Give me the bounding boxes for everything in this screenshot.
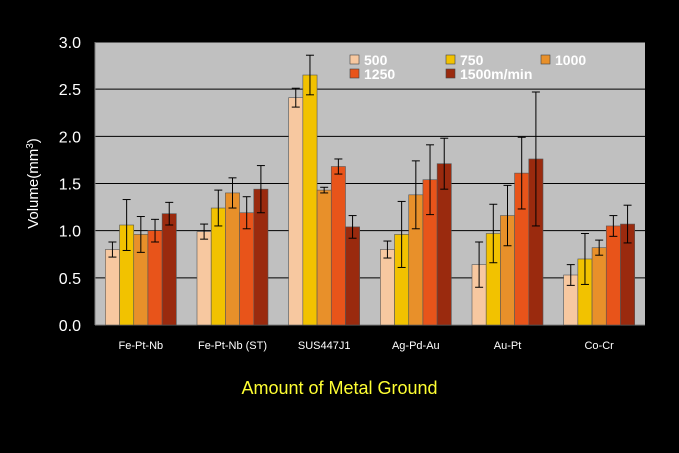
bar [302, 74, 318, 326]
legend-swatch [445, 54, 456, 65]
y-axis-title: Volume(mm3) [25, 138, 43, 229]
x-tick-label: SUS447J1 [298, 340, 351, 352]
bar [147, 230, 163, 326]
legend-label: 1250 [364, 66, 395, 82]
bar [605, 225, 621, 326]
y-tick-label: 2.0 [59, 129, 81, 146]
y-tick-label: 1.0 [59, 224, 81, 241]
bar [161, 213, 177, 326]
legend-swatch [349, 54, 360, 65]
bar [345, 226, 360, 326]
bar [330, 166, 346, 326]
x-tick-label: Fe-Pt-Nb [119, 340, 164, 352]
bar [316, 189, 332, 326]
x-tick-label: Co-Cr [584, 340, 614, 352]
x-tick-label: Ag-Pd-Au [392, 340, 440, 352]
legend-swatch [445, 68, 456, 79]
legend-swatch [349, 68, 360, 79]
legend-label: 500 [364, 52, 388, 68]
x-tick-label: Au-Pt [494, 340, 522, 352]
bar [380, 249, 395, 326]
bar [105, 249, 120, 326]
bar [225, 192, 240, 326]
y-tick-label: 0.5 [59, 271, 81, 288]
x-tick-label: Fe-Pt-Nb (ST) [198, 340, 267, 352]
bar [239, 212, 255, 326]
y-tick-label: 3.0 [59, 35, 81, 52]
legend-label: 750 [460, 52, 484, 68]
x-axis-title: Amount of Metal Ground [241, 378, 438, 398]
y-tick-label: 0.0 [59, 318, 81, 335]
legend-label: 1000 [555, 52, 586, 68]
bar [288, 97, 304, 326]
legend-swatch [540, 54, 551, 65]
legend-label: 1500m/min [460, 66, 532, 82]
bar [591, 247, 607, 326]
bar [196, 231, 212, 326]
y-tick-label: 2.5 [59, 82, 81, 99]
y-tick-label: 1.5 [59, 177, 81, 194]
